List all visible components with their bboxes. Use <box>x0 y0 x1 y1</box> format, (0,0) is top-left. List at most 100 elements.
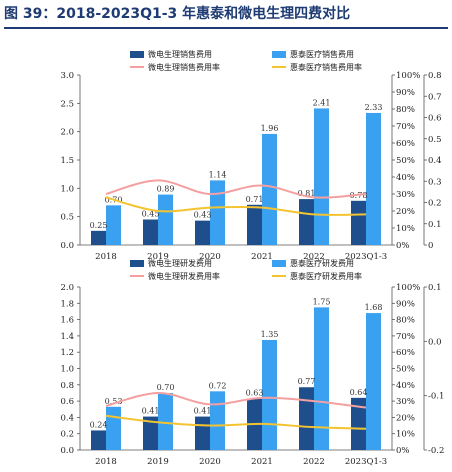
chart2-data-label-s2: 1.68 <box>365 303 383 312</box>
chart1-y2tick-label: 40% <box>396 173 415 183</box>
chart1-data-label-s1: 0.71 <box>246 195 264 204</box>
chart1-category-label: 2020 <box>199 252 221 262</box>
chart1-bar-s1 <box>91 230 106 245</box>
chart1-legend-label-s1: 微电生理销售费用 <box>148 49 212 59</box>
chart1-y2tick-label: 10% <box>396 224 415 234</box>
chart1-ytick-label: 3.0 <box>60 71 74 81</box>
chart2-y2tick-label: 40% <box>396 381 415 391</box>
chart1-y2tick-label: 70% <box>396 122 415 132</box>
chart1-y3tick-label: 0.7 <box>428 92 442 102</box>
chart2-ytick-label: 1.6 <box>60 316 74 326</box>
chart1-bar-s2 <box>262 133 277 245</box>
chart1-category-label: 2021 <box>251 252 273 262</box>
chart2-data-label-s1: 0.77 <box>298 377 316 386</box>
chart2-y2tick-label: 20% <box>396 413 415 423</box>
chart2-data-label-s2: 0.53 <box>105 397 123 406</box>
chart1-bar-s2 <box>158 194 173 245</box>
chart2-category-label: 2019 <box>147 457 169 467</box>
chart2-data-label-s1: 0.24 <box>90 420 108 429</box>
chart1-y3tick-label: 0.2 <box>428 199 442 209</box>
chart2-data-label-s1: 0.63 <box>246 389 264 398</box>
chart1-line-s3 <box>105 179 367 199</box>
chart2-data-label-s2: 1.35 <box>261 330 279 339</box>
chart2-bar-s2 <box>366 313 381 450</box>
chart2-category-label: 2020 <box>199 457 221 467</box>
chart1-bar-s2 <box>366 112 381 245</box>
chart1-data-label-s1: 0.81 <box>298 189 316 198</box>
chart1-data-label-s1: 0.43 <box>194 211 212 220</box>
chart2-data-label-s2: 1.75 <box>313 297 331 306</box>
chart2-legend-swatch-s1 <box>130 260 144 267</box>
chart1-y2tick-label: 90% <box>396 88 415 98</box>
chart1-y3tick-label: 0.4 <box>428 156 442 166</box>
chart2-ytick-label: 0.6 <box>60 397 74 407</box>
chart2-bar-s2 <box>210 391 225 450</box>
chart2-ytick-label: 1.8 <box>60 299 74 309</box>
figure-title: 图 39：2018-2023Q1-3 年惠泰和微电生理四费对比 <box>4 6 351 22</box>
chart1-y3tick-label: 0 <box>428 241 433 251</box>
chart2-y3tick-label: 0.0 <box>428 337 442 347</box>
chart1-bar-s2 <box>106 205 121 245</box>
chart1-y2tick-label: 30% <box>396 190 415 200</box>
chart2-bar-s2 <box>262 339 277 450</box>
chart2-bar-s1 <box>351 397 366 450</box>
chart1-ytick-label: 2.0 <box>60 128 74 138</box>
chart2-data-label-s1: 0.64 <box>350 388 368 397</box>
chart2-category-label: 2023Q1-3 <box>345 457 387 467</box>
chart1-bar-s1 <box>195 220 210 245</box>
title-rule <box>4 27 448 29</box>
chart1-category-label: 2022 <box>303 252 325 262</box>
chart2-legend-label-s1: 微电生理研发费用 <box>148 258 212 268</box>
chart1-legend-label-s2: 惠泰医疗销售费用 <box>290 49 354 59</box>
chart2-legend-label-s3: 微电生理研发费用率 <box>148 271 220 281</box>
chart1-y2tick-label: 50% <box>396 156 415 166</box>
chart1-category-label: 2018 <box>95 252 117 262</box>
chart2-ytick-label: 1.4 <box>60 332 74 342</box>
chart1-bar-s2 <box>314 108 329 245</box>
chart2-legend-label-s4: 惠泰医疗研发费用率 <box>290 271 362 281</box>
chart2-y2tick-label: 90% <box>396 299 415 309</box>
chart1-line-s4 <box>105 196 367 216</box>
chart1-data-label-s1: 0.45 <box>142 210 160 219</box>
chart2-line-s3 <box>105 391 367 409</box>
chart1-ytick-label: 0.0 <box>60 241 74 251</box>
chart1-y3tick-label: 0.3 <box>428 177 442 187</box>
chart1-legend-swatch-s1 <box>130 51 144 58</box>
chart1-data-label-s2: 0.89 <box>157 185 175 194</box>
chart2-category-label: 2018 <box>95 457 117 467</box>
chart1-y2tick-label: 0% <box>396 241 410 251</box>
chart1-category-label: 2023Q1-3 <box>345 252 387 262</box>
chart1-y2tick-label: 20% <box>396 207 415 217</box>
chart1-category-label: 2019 <box>147 252 169 262</box>
chart2-y2tick-label: 100% <box>396 283 420 293</box>
chart2-y3tick-label: 0.1 <box>428 283 442 293</box>
chart2-legend-label-s2: 惠泰医疗研发费用 <box>290 258 354 268</box>
chart2-y2tick-label: 70% <box>396 332 415 342</box>
chart1-ytick-label: 0.5 <box>60 213 74 223</box>
chart2-data-label-s1: 0.41 <box>194 407 212 416</box>
chart1-ytick-label: 1.5 <box>60 156 74 166</box>
chart2-bar-s1 <box>143 416 158 450</box>
chart2-line-s4 <box>105 414 367 430</box>
chart1-legend-label-s4: 惠泰医疗销售费用率 <box>290 62 362 72</box>
chart1-data-label-s2: 2.41 <box>313 98 331 107</box>
chart1-bar-s1 <box>143 219 158 245</box>
chart2-legend-swatch-s2 <box>272 260 286 267</box>
chart2-data-label-s1: 0.41 <box>142 407 160 416</box>
chart2-category-label: 2021 <box>251 457 273 467</box>
chart2-bar-s1 <box>195 416 210 450</box>
chart2-y2tick-label: 10% <box>396 430 415 440</box>
chart2-y2tick-label: 30% <box>396 397 415 407</box>
chart1-bar-s2 <box>210 180 225 245</box>
chart1-bar-s1 <box>351 200 366 245</box>
chart1-legend-swatch-s2 <box>272 51 286 58</box>
chart2-y3tick-label: -0.1 <box>428 392 444 402</box>
chart1-y3tick-label: 0.1 <box>428 220 442 230</box>
chart1-y3tick-label: 0.6 <box>428 114 442 124</box>
chart1-bar-s1 <box>299 199 314 245</box>
chart2-data-label-s2: 0.72 <box>209 381 227 390</box>
chart1-ytick-label: 2.5 <box>60 99 74 109</box>
chart2-ytick-label: 1.0 <box>60 365 74 375</box>
chart2-y2tick-label: 60% <box>396 348 415 358</box>
